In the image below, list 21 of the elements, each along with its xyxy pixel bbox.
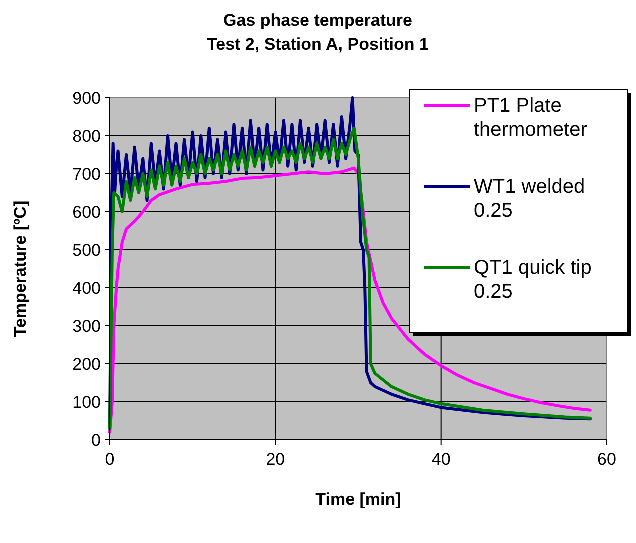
y-tick-label: 400 <box>72 278 101 298</box>
x-tick-label: 0 <box>105 450 115 469</box>
legend-label: WT1 welded 0.25 <box>474 176 586 222</box>
x-tick-label: 40 <box>432 450 451 469</box>
legend-label: PT1 Plate thermometer <box>474 95 588 141</box>
chart-subtitle: Test 2, Station A, Position 1 <box>207 35 429 54</box>
x-axis-title: Time [min] <box>316 490 402 509</box>
y-tick-label: 0 <box>92 430 101 450</box>
y-tick-label: 900 <box>72 88 101 108</box>
y-tick-label: 700 <box>72 164 101 184</box>
y-tick-label: 100 <box>72 392 101 412</box>
y-tick-label: 600 <box>72 202 101 222</box>
x-tick-label: 20 <box>266 450 286 469</box>
x-tick-label: 60 <box>598 450 616 469</box>
chart-title: Gas phase temperature <box>224 11 412 30</box>
y-axis-title: Temperature [ºC] <box>11 200 30 338</box>
y-tick-label: 800 <box>72 126 101 146</box>
y-tick-label: 500 <box>72 240 101 260</box>
legend-label: QT1 quick tip 0.25 <box>474 257 592 303</box>
y-tick-label: 200 <box>72 354 101 374</box>
y-tick-label: 300 <box>72 316 101 336</box>
